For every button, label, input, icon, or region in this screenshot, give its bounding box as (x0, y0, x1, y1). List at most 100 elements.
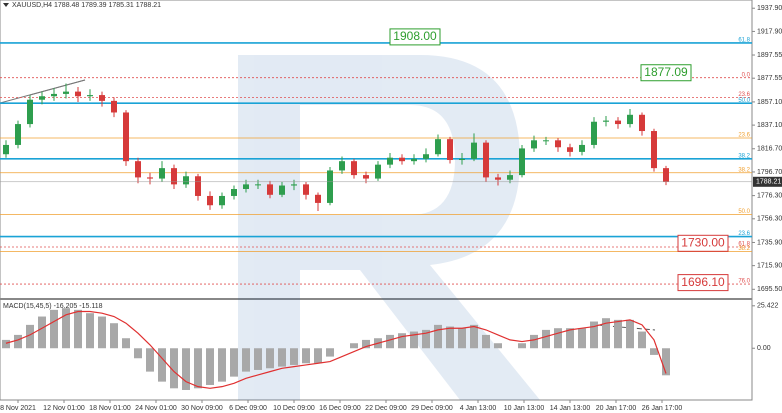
candle-body (303, 184, 309, 195)
x-tick-label: 14 Jan 13:00 (550, 405, 591, 412)
histogram-bar (470, 324, 478, 349)
y-tick-label: 1837.10 (757, 122, 782, 129)
candle-body (567, 147, 573, 152)
histogram-bar (242, 348, 250, 372)
candle-body (243, 184, 249, 190)
histogram-bar (566, 328, 574, 349)
annotation-label: 1908.00 (393, 29, 437, 43)
level-label: 50.0 (738, 209, 750, 215)
histogram-bar (26, 324, 34, 349)
histogram-bar (218, 348, 226, 382)
candle-body (399, 157, 405, 162)
histogram-bar (554, 328, 562, 349)
level-label: 23.6 (738, 133, 750, 139)
candle-body (663, 168, 669, 182)
x-tick-label: 30 Nov 09:00 (181, 405, 223, 412)
candle-body (123, 112, 129, 162)
y-tick-label: 1917.90 (757, 28, 782, 35)
histogram-bar (542, 329, 550, 349)
x-tick-label: 8 Nov 2021 (0, 405, 36, 412)
histogram-bar (122, 338, 130, 349)
y-tick-label: 1735.90 (757, 239, 782, 246)
y-tick-label: 1897.55 (757, 52, 782, 59)
histogram-bar (182, 348, 190, 390)
candle-body (531, 140, 537, 149)
histogram-bar (254, 348, 262, 370)
annotation-box (389, 28, 441, 46)
histogram-bar (86, 313, 94, 349)
candle-body (615, 120, 621, 125)
candle-body (339, 161, 345, 171)
level-label: 61.8 (738, 37, 750, 43)
histogram-bar (398, 333, 406, 349)
candle-body (327, 170, 333, 203)
histogram-bar (134, 348, 142, 359)
candle-body (651, 131, 657, 169)
level-label: 61.8 (738, 242, 750, 248)
candle-body (183, 176, 189, 185)
y-tick-label: 1756.30 (757, 216, 782, 223)
histogram-bar (278, 348, 286, 367)
candle-body (27, 99, 33, 125)
level-label: 0.0 (742, 72, 751, 78)
candle-body (3, 144, 9, 155)
histogram-bar (662, 348, 670, 376)
level-label: 38.2 (738, 246, 750, 252)
candle-body (75, 91, 81, 97)
histogram-bar (146, 348, 154, 372)
candle-body (495, 177, 501, 180)
histogram-bar (302, 348, 310, 364)
histogram-bar (434, 324, 442, 349)
candle-body (555, 140, 561, 148)
histogram-bar (314, 348, 322, 364)
trend-line (29, 79, 86, 96)
candle-body (375, 164, 381, 179)
histogram-bar (482, 334, 490, 349)
last-price-box (753, 176, 782, 187)
indicator-title: MACD(15,45,5) -16.205 -15.118 (3, 303, 103, 310)
candle-body (471, 142, 477, 159)
histogram-bar (386, 334, 394, 349)
annotation-box (640, 64, 692, 82)
histogram-bar (350, 343, 358, 349)
histogram-bar (98, 316, 106, 349)
candle-body (315, 194, 321, 203)
menu-icon[interactable] (3, 3, 9, 7)
y-tick-label: 0.00 (757, 345, 771, 352)
candle-body (627, 114, 633, 125)
x-tick-label: 10 Jan 13:00 (504, 405, 545, 412)
candle-body (411, 158, 417, 162)
histogram-bar (326, 348, 334, 357)
candle-body (519, 148, 525, 176)
y-tick-label: 1796.70 (757, 169, 782, 176)
histogram-bar (110, 323, 118, 349)
annotation-box (677, 234, 729, 252)
y-tick-label: 1695.50 (757, 286, 782, 293)
histogram-bar (590, 321, 598, 349)
histogram-bar (494, 343, 502, 349)
level-label: 38.2 (738, 153, 750, 159)
candle-body (207, 195, 213, 206)
candle-body (51, 93, 57, 97)
y-tick-label: 1776.30 (757, 192, 782, 199)
y-tick-label: 25.422 (757, 303, 779, 310)
candle-body (279, 185, 285, 195)
histogram-bar (602, 318, 610, 349)
candle-body (255, 184, 261, 186)
histogram-bar (614, 319, 622, 349)
candle-body (603, 120, 609, 122)
x-tick-label: 18 Nov 01:00 (89, 405, 131, 412)
annotation-label: 1730.00 (681, 235, 725, 249)
x-tick-label: 22 Dec 09:00 (365, 405, 407, 412)
annotation-label: 1696.10 (681, 275, 725, 289)
x-tick-label: 29 Dec 09:00 (411, 405, 453, 412)
x-tick-label: 16 Dec 09:00 (319, 405, 361, 412)
candle-body (507, 175, 513, 180)
candle-body (147, 177, 153, 179)
histogram-bar (290, 348, 298, 365)
signal-line (5, 310, 667, 389)
histogram-bar (626, 319, 634, 349)
last-price-label: 1788.21 (756, 179, 781, 186)
histogram-bar (518, 343, 526, 349)
level-label: 23.6 (738, 231, 750, 237)
